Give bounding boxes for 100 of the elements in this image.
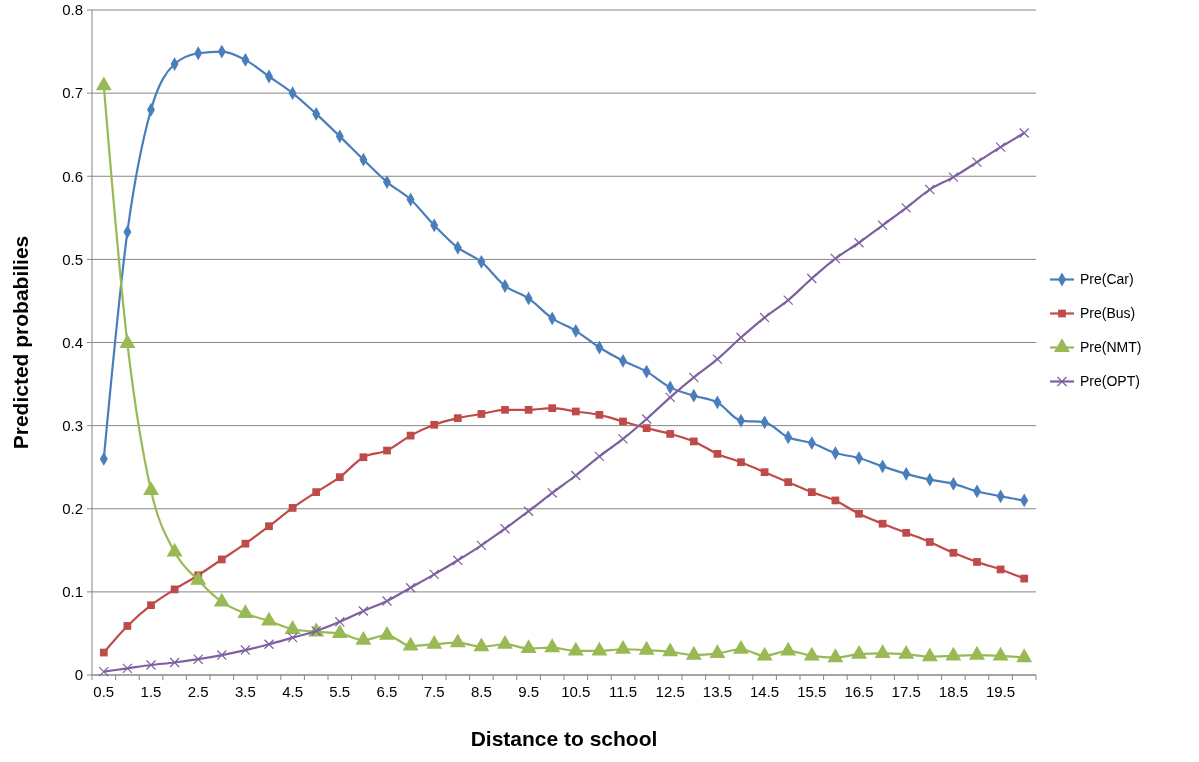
point	[666, 430, 675, 438]
point	[358, 605, 369, 617]
point	[331, 624, 348, 639]
point	[240, 644, 251, 656]
point	[756, 646, 773, 661]
point	[855, 509, 863, 518]
point	[453, 414, 462, 423]
legend-label: Pre(Bus)	[1080, 305, 1136, 322]
point	[284, 620, 301, 634]
point	[806, 273, 817, 284]
y-tick-label: 0.3	[62, 416, 83, 434]
point	[685, 645, 702, 660]
x-tick-label: 9.5	[518, 683, 540, 700]
point	[145, 659, 157, 671]
point	[497, 635, 513, 649]
point	[452, 555, 463, 566]
point	[570, 470, 581, 481]
x-tick-label: 2.5	[187, 683, 209, 700]
y-tick-label: 0.1	[62, 583, 83, 601]
point	[312, 488, 321, 496]
point	[123, 622, 132, 630]
x-tick-label: 12.5	[655, 683, 685, 700]
legend-label: Pre(NMT)	[1080, 339, 1142, 356]
point	[594, 451, 605, 462]
point	[737, 458, 745, 467]
point	[241, 539, 250, 548]
point	[99, 648, 108, 657]
point	[544, 638, 561, 653]
x-tick-label: 17.5	[891, 683, 921, 700]
point	[759, 312, 770, 323]
point	[265, 522, 273, 531]
point	[760, 468, 769, 477]
x-tick-label: 6.5	[376, 683, 398, 700]
point	[949, 548, 958, 557]
point	[473, 637, 490, 652]
point	[1016, 648, 1033, 663]
point	[263, 639, 275, 650]
point	[213, 592, 230, 607]
point	[476, 540, 487, 551]
point	[662, 642, 679, 657]
x-tick-label: 7.5	[423, 683, 445, 700]
point	[689, 437, 698, 446]
point	[803, 646, 820, 661]
point	[921, 647, 938, 662]
point	[335, 473, 344, 482]
point	[520, 639, 537, 653]
x-tick-label: 18.5	[938, 683, 968, 700]
x-tick-label: 3.5	[234, 683, 256, 700]
point	[619, 417, 627, 426]
point	[992, 646, 1009, 661]
point	[595, 410, 604, 419]
point	[217, 555, 226, 564]
point	[288, 504, 297, 512]
point	[524, 405, 533, 414]
x-tick-label: 10.5	[561, 683, 591, 700]
point	[359, 453, 368, 462]
point	[122, 663, 133, 674]
point	[780, 641, 797, 656]
point	[713, 450, 722, 458]
legend-label: Pre(Car)	[1080, 271, 1134, 288]
point	[1019, 127, 1030, 139]
point	[355, 630, 372, 645]
y-tick-label: 0.4	[62, 333, 83, 351]
point	[617, 433, 629, 445]
point	[426, 635, 443, 649]
point	[499, 523, 511, 534]
point	[591, 641, 608, 656]
point	[642, 424, 651, 432]
point	[784, 478, 793, 487]
y-axis-title: Predicted probabilies	[9, 235, 32, 450]
point	[688, 372, 699, 383]
x-tick-label: 19.5	[986, 683, 1016, 700]
point	[567, 641, 584, 656]
x-tick-label: 14.5	[750, 683, 780, 700]
point	[287, 632, 298, 643]
x-tick-label: 8.5	[470, 683, 492, 700]
point	[995, 142, 1006, 153]
point	[147, 601, 155, 610]
point	[874, 644, 891, 658]
point	[571, 407, 580, 416]
point	[783, 294, 794, 306]
point	[261, 611, 277, 626]
point	[547, 487, 558, 499]
point	[379, 625, 395, 640]
x-tick-label: 11.5	[608, 683, 638, 700]
point	[548, 404, 557, 413]
point	[709, 644, 726, 658]
point	[969, 645, 985, 660]
point	[925, 538, 934, 546]
point	[827, 648, 844, 663]
point	[166, 542, 183, 557]
point	[190, 571, 207, 585]
point	[430, 420, 439, 429]
y-tick-label: 0.7	[62, 84, 83, 102]
point	[449, 633, 466, 648]
x-tick-label: 16.5	[844, 683, 874, 700]
y-tick-label: 0.2	[62, 500, 83, 517]
point	[901, 202, 912, 213]
point	[973, 558, 981, 566]
point	[945, 646, 962, 661]
